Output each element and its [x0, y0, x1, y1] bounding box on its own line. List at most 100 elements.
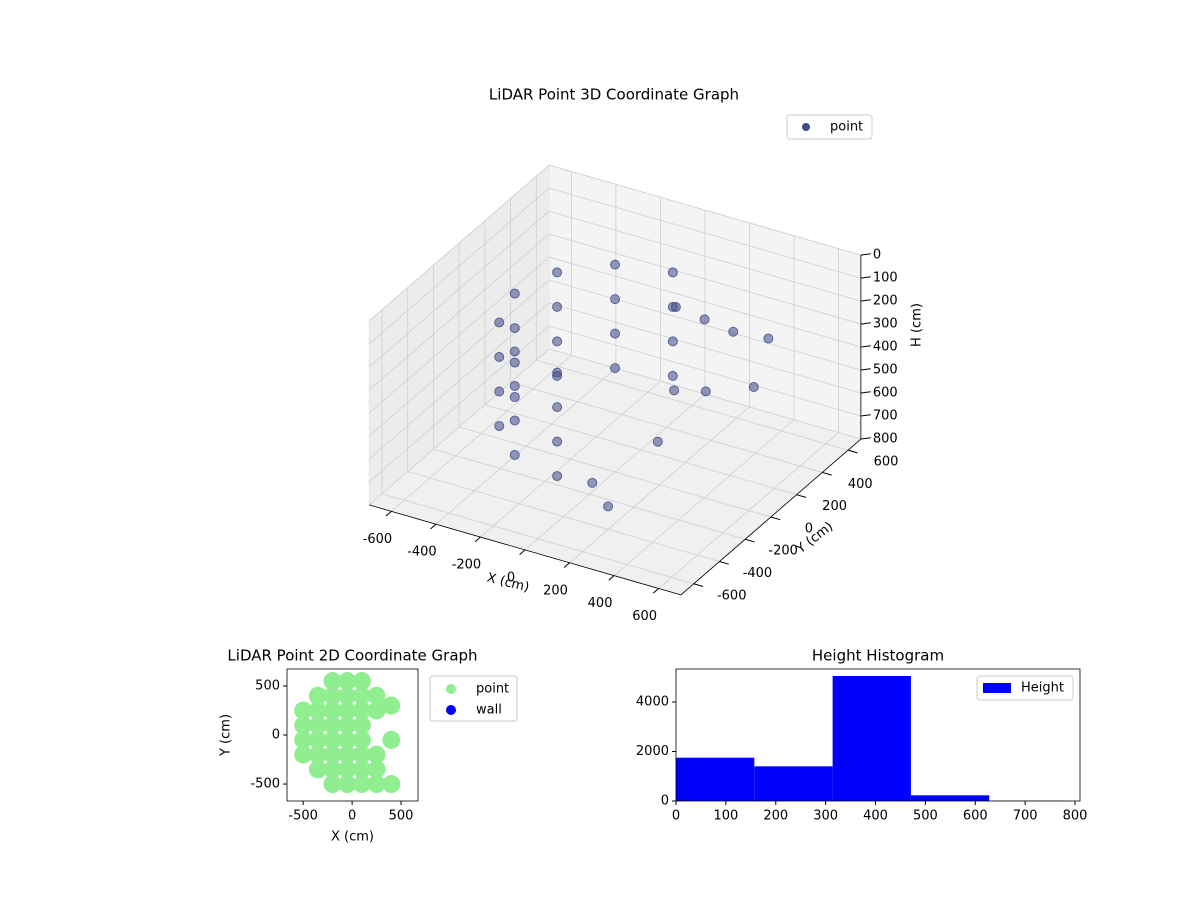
x-axis-line	[369, 504, 681, 596]
grid-line	[368, 279, 550, 437]
grid-line	[368, 256, 550, 414]
x-axis-label: X (cm)	[331, 830, 374, 845]
tick-mark	[860, 299, 871, 302]
z-tick-label: 300	[873, 317, 898, 332]
z-tick-label: 800	[873, 432, 898, 447]
tick-mark	[652, 588, 659, 594]
point	[338, 716, 357, 735]
y-tick-label: 200	[822, 499, 847, 514]
point	[323, 716, 342, 735]
tick-mark	[860, 276, 871, 279]
grid-line	[510, 382, 823, 473]
tick-mark	[563, 562, 570, 568]
tick-mark	[770, 516, 781, 521]
point	[509, 392, 520, 403]
legend-marker	[802, 123, 810, 131]
x-tick-label: -600	[363, 532, 393, 547]
y-tick-label: -600	[717, 588, 747, 603]
x-tick-label: -400	[407, 545, 437, 560]
point	[699, 314, 710, 325]
point	[323, 672, 342, 691]
point	[338, 686, 357, 705]
point	[367, 745, 386, 764]
grid-line	[433, 448, 746, 540]
legend-marker	[446, 705, 456, 715]
y-tick-label: -500	[250, 777, 280, 792]
point	[552, 471, 563, 482]
grid-line	[459, 426, 771, 518]
point	[323, 701, 342, 720]
tick-mark	[719, 561, 729, 565]
point	[367, 760, 386, 779]
point	[323, 775, 342, 794]
tick-mark	[608, 575, 615, 581]
x-tick-label: 0	[348, 809, 356, 824]
y-tick-label: 600	[874, 455, 899, 470]
point	[552, 301, 563, 312]
x-tick-label: -200	[452, 558, 482, 573]
point	[610, 259, 621, 270]
grid-line	[381, 493, 694, 585]
point	[382, 696, 401, 715]
point	[610, 328, 621, 339]
tick-mark	[519, 549, 526, 555]
point	[652, 436, 663, 447]
legend-box	[976, 675, 1074, 701]
x-tick-label: 500	[389, 809, 414, 824]
tick-mark	[430, 523, 437, 530]
point	[382, 730, 401, 749]
y-tick-label: 4000	[636, 694, 669, 709]
tick-mark	[860, 368, 871, 371]
chart-title: LiDAR Point 2D Coordinate Graph	[227, 647, 477, 665]
legend-marker	[446, 684, 456, 694]
point	[509, 449, 520, 460]
z-tick-label: 600	[873, 386, 898, 401]
point	[338, 672, 357, 691]
tick-mark	[860, 322, 871, 325]
point	[294, 716, 313, 735]
point	[667, 370, 678, 381]
z-tick-label: 100	[873, 271, 898, 286]
grid-line	[549, 302, 861, 394]
y-axis-label: Y (cm)	[219, 714, 234, 757]
point	[552, 367, 563, 378]
point	[338, 745, 357, 764]
x-tick-label: 0	[672, 809, 680, 824]
x-tick-label: 200	[543, 583, 568, 598]
point	[338, 730, 357, 749]
point	[323, 686, 342, 705]
point	[294, 730, 313, 749]
point	[382, 775, 401, 794]
x-tick-label: 400	[588, 596, 613, 611]
point	[352, 701, 371, 720]
point	[308, 745, 327, 764]
point	[294, 745, 313, 764]
y-tick-label: 0	[805, 521, 813, 536]
x-tick-label: 700	[1013, 809, 1038, 824]
point	[352, 716, 371, 735]
point	[667, 336, 678, 347]
point	[323, 730, 342, 749]
point	[323, 760, 342, 779]
z-tick-label: 500	[873, 363, 898, 378]
point	[603, 501, 614, 512]
point	[509, 357, 520, 368]
tick-mark	[745, 538, 755, 543]
grid-line	[549, 325, 861, 417]
point	[367, 775, 386, 794]
legend-label: Height	[1021, 681, 1064, 696]
grid-line	[549, 256, 861, 348]
point	[763, 333, 774, 344]
point	[494, 420, 505, 431]
point	[552, 267, 563, 278]
point	[338, 760, 357, 779]
x-tick-label: 600	[632, 609, 657, 624]
point	[308, 701, 327, 720]
point	[509, 415, 520, 426]
legend-label: point	[476, 682, 509, 697]
grid-line	[407, 471, 720, 562]
point	[338, 701, 357, 720]
tick-mark	[693, 583, 704, 587]
point	[587, 477, 598, 488]
